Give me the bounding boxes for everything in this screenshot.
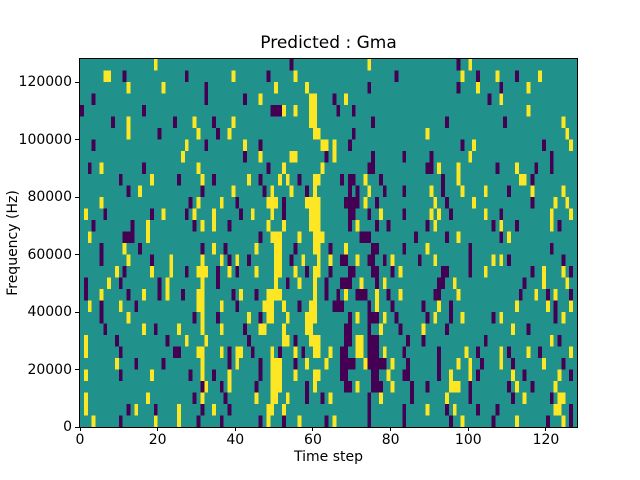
y-tick-label: 20000 [27,361,72,378]
y-tick-label: 60000 [27,246,72,263]
x-tick-label: 60 [304,432,322,448]
y-tick-mark [75,426,79,428]
axes-area [79,58,578,428]
x-tick-mark [467,427,469,431]
x-tick-label: 20 [148,432,167,448]
y-tick-mark [75,196,79,198]
y-tick-mark [75,254,79,255]
x-tick-label: 120 [532,432,560,448]
x-axis-label: Time step [294,449,363,465]
y-tick-mark [75,369,79,370]
y-tick-label: 40000 [27,304,72,320]
x-tick-mark [79,427,81,431]
heatmap-image [80,59,577,427]
x-tick-mark [312,427,314,431]
plot-title: Predicted : Gma [260,33,397,53]
y-axis-label: Frequency (Hz) [5,190,21,296]
y-tick-label: 120000 [18,74,72,90]
x-tick-label: 40 [226,432,245,448]
x-tick-mark [545,427,547,431]
y-tick-label: 80000 [27,189,72,205]
x-tick-label: 0 [75,432,85,448]
y-tick-label: 100000 [18,131,72,148]
x-tick-label: 100 [454,432,482,448]
y-tick-mark [75,311,79,313]
y-tick-label: 0 [63,419,72,435]
y-tick-mark [75,139,79,140]
y-tick-mark [75,81,79,83]
x-tick-label: 80 [381,432,400,448]
x-tick-mark [234,427,236,431]
x-tick-mark [390,427,392,431]
x-tick-mark [157,427,159,431]
